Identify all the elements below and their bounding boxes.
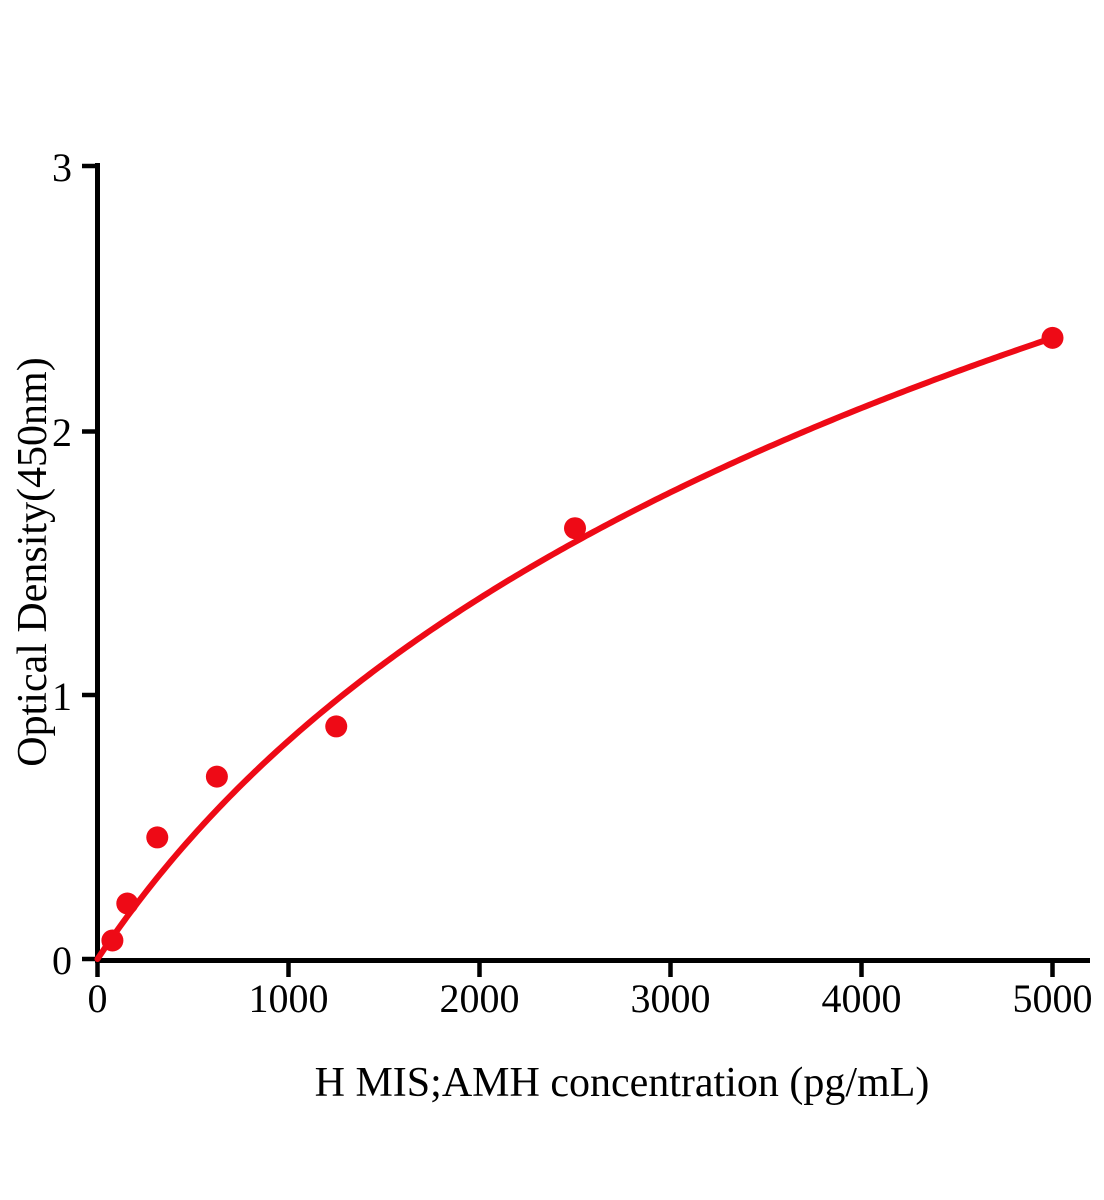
x-tick-label-0: 0	[88, 976, 108, 1021]
data-point	[116, 892, 139, 915]
x-tick-label-2000: 2000	[440, 976, 520, 1021]
x-axis-title: H MIS;AMH concentration (pg/mL)	[315, 1060, 930, 1106]
y-tick-label-0: 0	[52, 938, 72, 983]
data-point	[101, 929, 124, 952]
y-tick-label-2: 2	[52, 410, 72, 455]
x-tick-label-3000: 3000	[631, 976, 711, 1021]
data-point	[1041, 326, 1064, 349]
data-point-markers	[101, 326, 1064, 952]
data-point	[205, 765, 228, 788]
x-tick-marks	[95, 960, 1055, 977]
y-tick-marks	[82, 163, 97, 962]
data-point	[146, 826, 169, 849]
x-tick-label-1000: 1000	[249, 976, 329, 1021]
y-tick-label-1: 1	[52, 674, 72, 719]
data-point	[325, 715, 348, 738]
x-tick-label-4000: 4000	[822, 976, 902, 1021]
data-point	[564, 517, 586, 540]
y-axis-title: Optical Density(450nm)	[10, 357, 56, 766]
fit-curve	[94, 334, 1056, 962]
y-tick-label-3: 3	[52, 145, 72, 190]
x-tick-label-5000: 5000	[1013, 976, 1093, 1021]
